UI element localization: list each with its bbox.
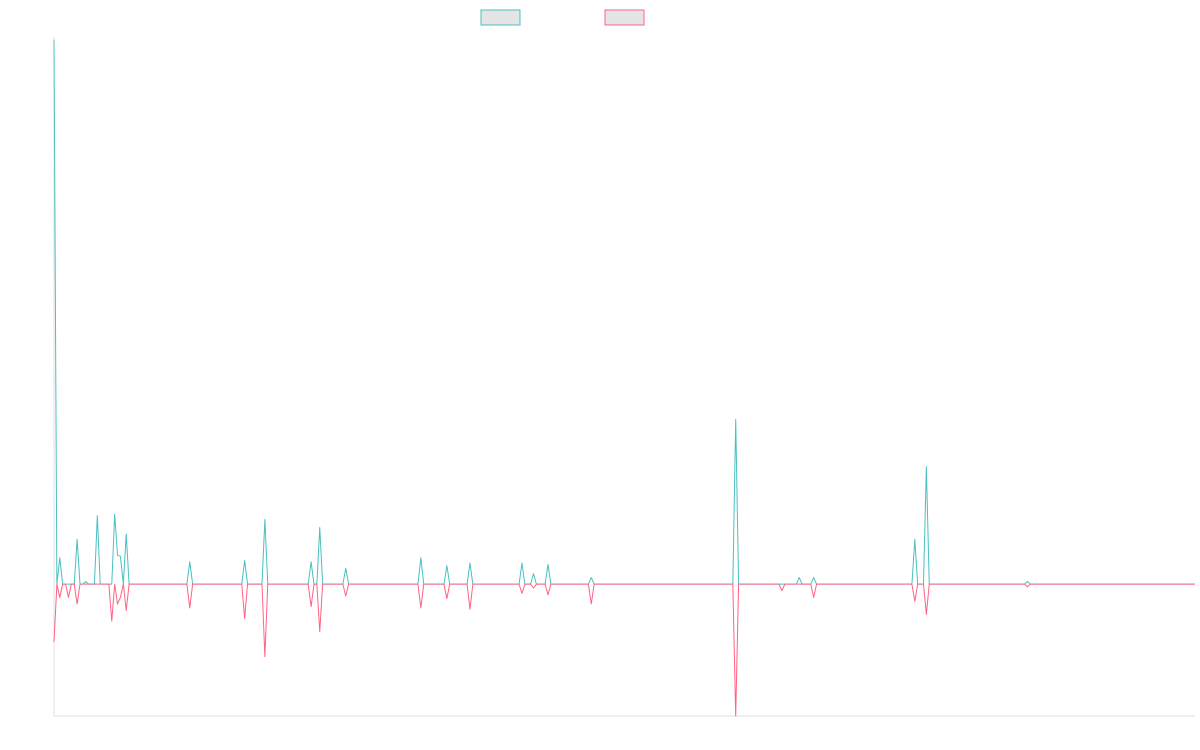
legend-swatch-series-1[interactable]: [480, 9, 521, 26]
legend[interactable]: [480, 9, 645, 26]
plot-area: [53, 39, 1195, 717]
legend-swatch-series-2[interactable]: [604, 9, 645, 26]
series-2-line: [53, 583, 1195, 717]
axes: [53, 37, 1195, 717]
series-1-line: [53, 39, 1195, 585]
